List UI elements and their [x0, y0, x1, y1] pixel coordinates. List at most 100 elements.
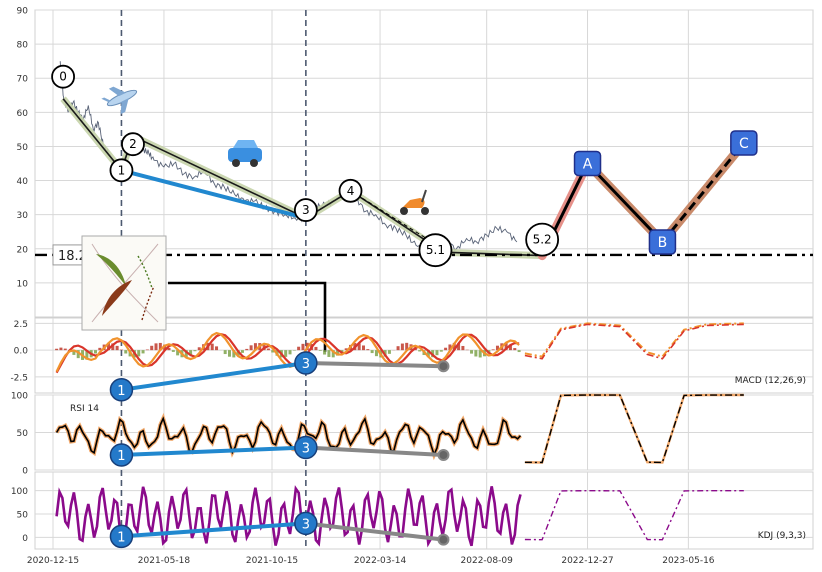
macd-histogram-bar — [176, 350, 180, 356]
plant-diagram-image — [81, 235, 167, 331]
projection-line — [661, 142, 746, 243]
macd-histogram-bar — [55, 348, 59, 351]
wave-point-marker — [338, 178, 363, 203]
y-tick-label: 20 — [17, 245, 29, 255]
macd-histogram-bar — [236, 350, 240, 357]
indicator-point-label: 1 — [117, 449, 125, 464]
wave-point-label: 4 — [347, 184, 355, 198]
macd-histogram-bar — [366, 349, 370, 351]
wave-point-marker — [293, 198, 318, 222]
indicator-trend-line — [121, 445, 306, 457]
car-wheel — [232, 159, 240, 167]
airplane-tail — [101, 97, 112, 103]
car-body — [228, 148, 262, 162]
indicator-point-label: 3 — [302, 442, 310, 457]
inset-connector — [168, 281, 327, 352]
x-tick-label: 2021-10-15 — [246, 556, 298, 566]
airplane-icon — [101, 86, 138, 115]
car-wheel — [250, 159, 258, 167]
y-tick-label: 70 — [17, 75, 29, 85]
y-tick-label: -2.5 — [10, 373, 28, 383]
macd-histogram-bar — [418, 350, 422, 352]
macd-histogram-bar — [374, 350, 378, 357]
macd-histogram-bar — [154, 343, 158, 351]
macd-histogram-bar — [284, 350, 288, 357]
macd-histogram-bar — [444, 347, 448, 351]
macd-histogram-bar — [491, 349, 495, 351]
macd-histogram-bar — [141, 350, 145, 354]
macd-histogram-bar — [59, 347, 63, 351]
y-tick-label: 30 — [17, 211, 29, 221]
macd-histogram-bar — [327, 350, 331, 357]
y-tick-label: 0 — [22, 534, 28, 544]
indicator-extension-line — [305, 445, 444, 457]
rsi-line — [55, 416, 522, 457]
macd-histogram-bar — [184, 350, 188, 358]
x-tick-label: 2021-05-18 — [138, 556, 191, 566]
down-leg-line — [120, 168, 307, 221]
macd-histogram-bar — [318, 350, 322, 351]
macd-histogram-bar — [517, 350, 521, 353]
y-tick-label: 2.5 — [14, 320, 28, 330]
scooter-handle — [421, 189, 427, 203]
wave-point-label: 2 — [129, 137, 137, 151]
rsi-projection — [524, 394, 744, 464]
indicator-end-marker — [437, 360, 450, 373]
macd-histogram-bar — [98, 347, 102, 351]
wave-point-label: 1 — [118, 163, 126, 177]
macd-histogram-bar — [387, 350, 391, 354]
macd-histogram-bar — [94, 350, 98, 354]
macd-histogram-bar — [331, 350, 335, 358]
macd-histogram-bar — [504, 342, 508, 351]
icon-layer — [81, 86, 429, 331]
macd-histogram-bar — [85, 350, 89, 360]
signal-projection — [524, 323, 744, 360]
projection-label: C — [739, 136, 749, 152]
macd-histogram-bar — [137, 350, 141, 357]
projection-marker — [573, 150, 602, 177]
macd-histogram-bar — [245, 348, 249, 351]
macd-histogram-bar — [106, 342, 110, 351]
macd-histogram-bar — [470, 350, 474, 354]
macd-histogram-bar — [111, 343, 115, 351]
macd-histogram-bar — [119, 349, 123, 351]
macd-histogram-bar — [288, 350, 292, 355]
macd-histogram-bar — [193, 350, 197, 352]
macd-histogram-bar — [297, 346, 301, 351]
macd-histogram-bar — [340, 350, 344, 353]
wave-point-marker — [418, 233, 453, 268]
macd-histogram-bar — [124, 350, 128, 354]
macd-histogram-bar — [232, 350, 236, 358]
scooter-wheel — [421, 207, 429, 215]
y-tick-label: 90 — [17, 7, 29, 17]
wave-point-marker — [121, 132, 145, 157]
kdj-projection — [524, 489, 744, 541]
indicator-point-marker — [294, 511, 318, 536]
indicator-point-marker — [109, 443, 134, 467]
inset-dots — [141, 285, 155, 321]
y-tick-label: 60 — [17, 109, 29, 119]
x-tick-label: 2022-12-27 — [561, 556, 613, 566]
wave-point-label: 0 — [59, 70, 67, 84]
indicator-point-label: 3 — [302, 517, 310, 532]
indicator-point-label: 1 — [117, 384, 125, 399]
x-tick-label: 2023-05-16 — [662, 556, 715, 566]
macd-histogram-bar — [197, 347, 201, 351]
wave-point-label: 3 — [302, 203, 310, 217]
indicator-point-marker — [109, 524, 134, 549]
macd-histogram-bar — [158, 342, 162, 351]
y-tick-label: 50 — [17, 143, 29, 153]
macd-histogram-bar — [405, 342, 409, 351]
wave-point-marker — [525, 222, 560, 257]
macd-histogram-bar — [240, 350, 244, 353]
macd-histogram-bar — [115, 345, 119, 351]
y-tick-label: 50 — [17, 511, 29, 521]
y-tick-label: 50 — [17, 429, 29, 439]
car-roof — [233, 140, 258, 148]
macd-histogram-bar — [189, 350, 193, 355]
rsi-label: RSI 14 — [70, 404, 99, 414]
macd-histogram-bar — [150, 345, 154, 351]
macd-histogram-bar — [400, 343, 404, 351]
projection-marker — [730, 130, 758, 156]
